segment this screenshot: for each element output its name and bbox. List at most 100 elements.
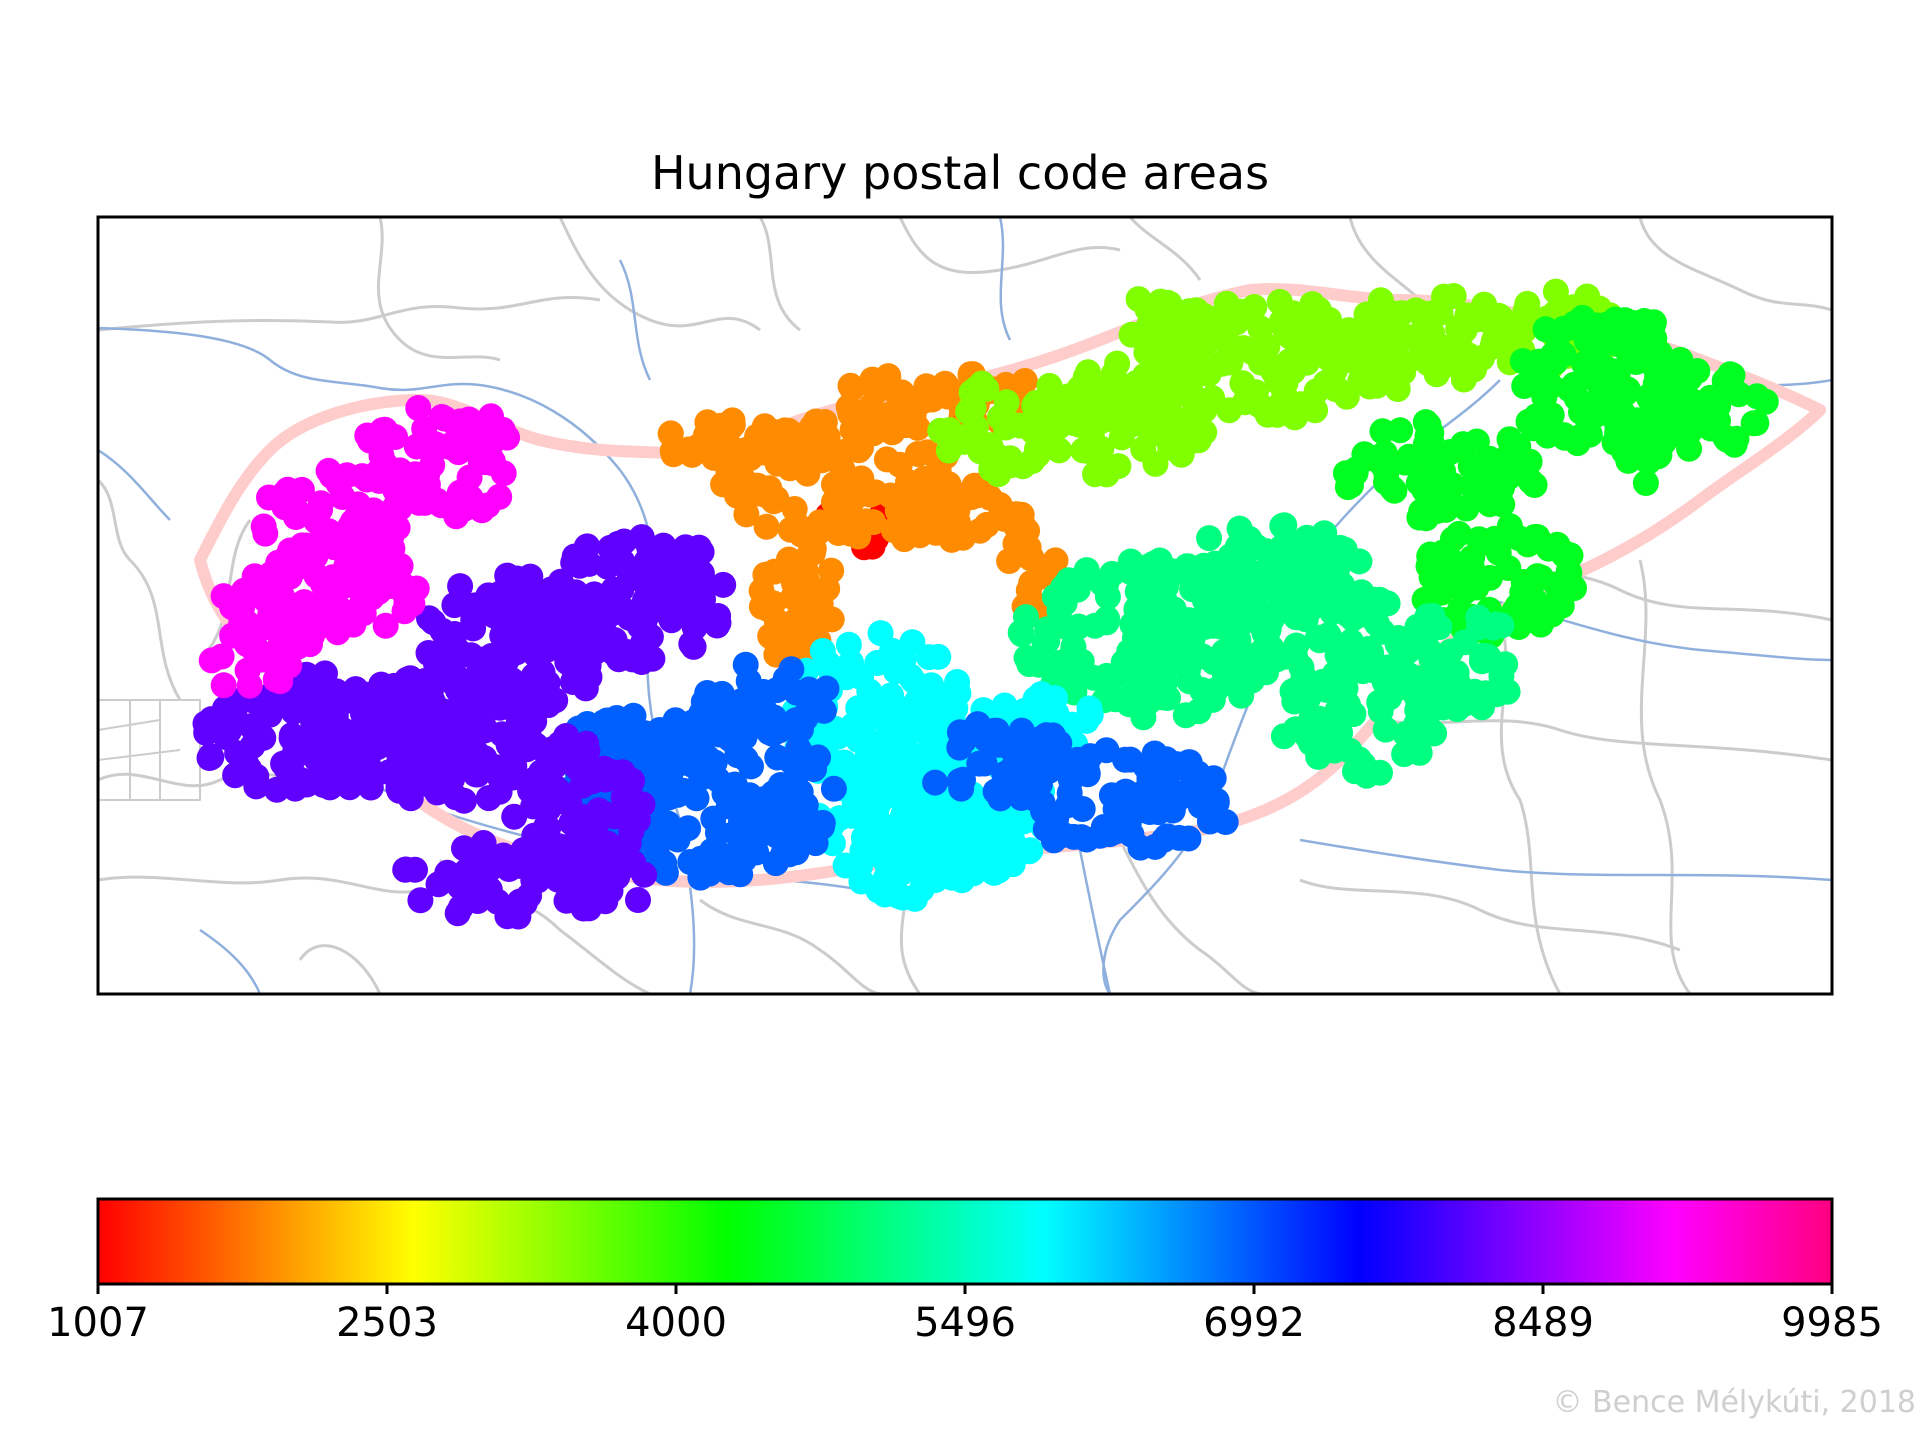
neighbor-border — [898, 217, 1121, 275]
postal-code-point — [1587, 383, 1614, 410]
postal-code-point — [1515, 408, 1542, 435]
postal-code-point — [677, 849, 704, 875]
postal-code-point — [1116, 638, 1143, 665]
postal-code-point — [967, 373, 994, 400]
colorbar-tick-label: 1007 — [47, 1300, 149, 1346]
postal-code-point — [654, 817, 681, 844]
postal-code-point — [1163, 751, 1190, 778]
postal-code-point — [1463, 428, 1490, 455]
postal-code-point — [1571, 351, 1598, 377]
postal-code-point — [198, 647, 225, 674]
postal-code-point — [1228, 682, 1255, 709]
postal-code-point — [620, 849, 647, 876]
postal-code-point — [521, 708, 548, 735]
postal-code-point — [1427, 299, 1454, 326]
postal-code-point — [1527, 353, 1554, 380]
postal-code-point — [470, 831, 497, 858]
postal-code-point — [625, 887, 651, 913]
postal-code-point — [484, 888, 511, 915]
postal-code-point — [481, 602, 508, 629]
postal-code-point — [733, 798, 760, 825]
postal-code-point — [1141, 598, 1168, 625]
postal-code-point — [1395, 324, 1422, 351]
postal-code-point — [366, 467, 393, 494]
postal-code-point — [1163, 559, 1190, 586]
colorbar-tick-label: 4000 — [625, 1300, 727, 1346]
postal-code-point — [326, 595, 353, 622]
postal-code-point — [942, 695, 969, 722]
postal-code-point — [1191, 306, 1218, 333]
postal-code-point — [1752, 388, 1779, 415]
postal-code-point — [676, 569, 702, 596]
postal-code-point — [407, 887, 434, 914]
postal-code-point — [1356, 305, 1383, 331]
postal-code-point — [1018, 544, 1045, 571]
postal-code-point — [496, 852, 523, 879]
postal-code-point — [1612, 380, 1639, 407]
postal-code-point — [1714, 378, 1741, 405]
postal-code-point — [1624, 413, 1651, 439]
postal-code-point — [547, 614, 574, 640]
postal-code-point — [517, 563, 544, 590]
postal-code-point — [1445, 315, 1472, 342]
postal-code-point — [545, 778, 572, 805]
postal-code-point — [988, 494, 1015, 521]
postal-code-point — [731, 467, 758, 494]
postal-code-point — [727, 861, 754, 888]
postal-code-point — [967, 517, 993, 544]
postal-code-point — [966, 750, 993, 777]
postal-code-point — [946, 719, 973, 746]
postal-code-point — [411, 486, 438, 513]
postal-code-point — [1521, 472, 1548, 498]
postal-code-point — [1396, 443, 1423, 470]
postal-code-point — [866, 789, 892, 816]
neighbor-border — [1128, 217, 1202, 281]
postal-code-point — [953, 428, 980, 455]
postal-code-point — [916, 644, 942, 671]
postal-code-point — [607, 598, 634, 625]
postal-regions — [192, 278, 1779, 930]
neighbor-border — [1348, 217, 1422, 302]
postal-code-point — [1264, 579, 1291, 606]
postal-code-point — [1119, 411, 1146, 438]
colorbar-tick-label: 2503 — [336, 1300, 438, 1346]
postal-code-point — [1040, 827, 1067, 854]
postal-code-point — [1125, 286, 1152, 313]
postal-code-point — [993, 389, 1020, 416]
postal-code-point — [462, 761, 489, 788]
postal-code-point — [387, 494, 413, 521]
postal-code-point — [251, 644, 278, 671]
postal-code-point — [486, 483, 513, 510]
postal-code-point — [1329, 669, 1356, 696]
postal-code-point — [832, 438, 859, 465]
postal-region-9 — [198, 395, 521, 699]
postal-code-point — [1118, 321, 1145, 348]
postal-code-point — [1408, 498, 1435, 525]
postal-code-point — [885, 883, 912, 909]
postal-code-point — [392, 856, 419, 883]
postal-code-point — [1684, 358, 1711, 384]
postal-code-point — [1524, 563, 1551, 590]
postal-code-point — [704, 607, 731, 634]
postal-code-point — [766, 616, 793, 643]
postal-code-point — [837, 400, 864, 427]
postal-code-point — [1549, 575, 1576, 601]
postal-code-point — [442, 784, 469, 811]
postal-code-point — [683, 785, 710, 812]
postal-code-point — [210, 583, 237, 610]
postal-code-point — [213, 715, 240, 742]
postal-code-point — [1162, 788, 1189, 815]
postal-code-point — [913, 373, 940, 400]
postal-code-point — [250, 513, 277, 540]
postal-code-point — [1480, 460, 1507, 487]
postal-code-point — [447, 408, 474, 435]
colorbar-tick-label: 5496 — [914, 1300, 1016, 1346]
postal-code-point — [349, 700, 376, 727]
postal-code-point — [922, 769, 949, 796]
postal-code-point — [284, 498, 311, 525]
postal-code-point — [1068, 648, 1095, 675]
postal-code-point — [657, 420, 684, 447]
postal-code-point — [1527, 611, 1554, 638]
postal-code-point — [1140, 360, 1167, 387]
postal-code-point — [364, 518, 391, 545]
